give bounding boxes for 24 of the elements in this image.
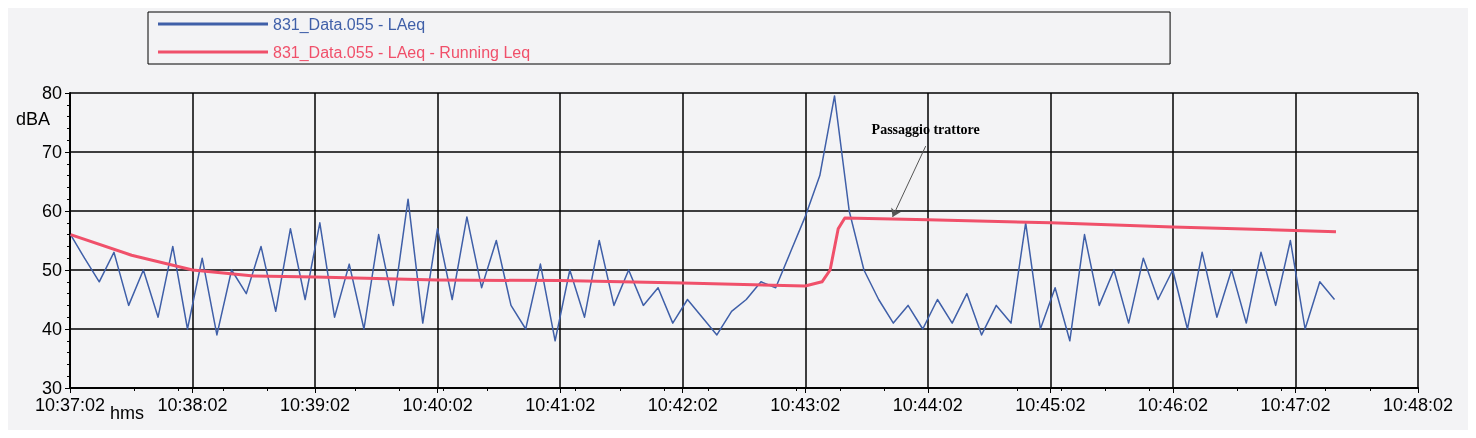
y-tick-label: 80 [41,83,62,103]
x-tick-label: 10:37:02 [34,395,106,415]
text: 831_Data.055 - LAeq [273,15,426,34]
x-tick-label: 10:38:02 [157,395,228,415]
x-tick-label: 10:48:02 [1382,395,1454,415]
x-tick-label: 10:46:02 [1137,395,1208,415]
x-tick-label: 10:44:02 [892,395,963,415]
y-tick-label: 30 [41,378,62,398]
x-tick-label: 10:43:02 [770,395,841,415]
line-series [69,95,1336,342]
y-tick-label: 60 [41,201,62,221]
y-axis-title: dBA [16,109,51,129]
x-tick-label: 10:40:02 [402,395,473,415]
y-tick-label: 70 [41,142,62,162]
x-tick-label: 10:41:02 [525,395,596,415]
line-series [69,216,1338,288]
x-axis-title: hms [110,403,145,423]
y-tick-label: 50 [41,260,62,280]
y-tick-label: 40 [41,319,62,339]
x-tick-label: 10:42:02 [647,395,718,415]
x-tick-label: 10:45:02 [1015,395,1086,415]
x-tick-label: 10:47:02 [1260,395,1331,415]
x-tick-label: 10:39:02 [280,395,351,415]
text: 831_Data.055 - LAeq - Running Leq [273,43,531,62]
